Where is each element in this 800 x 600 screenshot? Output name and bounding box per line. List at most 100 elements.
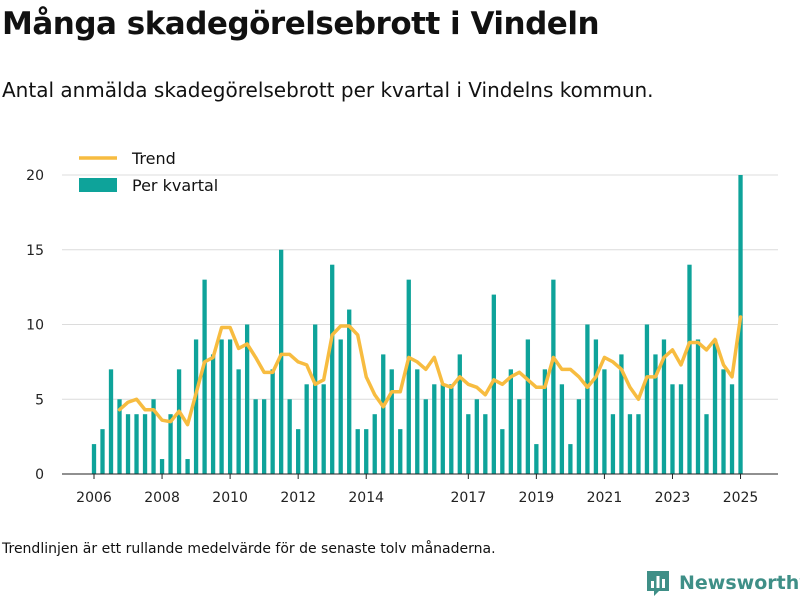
bar — [355, 429, 360, 474]
bar — [636, 414, 641, 474]
legend-bar-label: Per kvartal — [132, 176, 218, 195]
legend: Trend Per kvartal — [79, 149, 218, 195]
chart-subtitle: Antal anmälda skadegörelsebrott per kvar… — [2, 78, 654, 102]
bar — [261, 399, 267, 474]
bar — [517, 399, 522, 474]
bar — [525, 339, 531, 474]
bar — [236, 369, 241, 474]
bar — [542, 369, 548, 474]
bar — [670, 384, 675, 474]
bar — [602, 369, 607, 474]
bar — [585, 324, 590, 474]
y-tick-label: 10 — [26, 318, 44, 334]
bar — [330, 264, 335, 474]
bar — [313, 324, 318, 474]
bar — [151, 399, 156, 474]
bar — [176, 369, 182, 474]
bar — [712, 339, 718, 474]
bar — [321, 384, 326, 474]
bar — [449, 384, 454, 474]
x-tick-label: 2023 — [655, 490, 691, 506]
bar-chart-logo-icon — [647, 571, 669, 596]
x-tick-label: 2014 — [348, 490, 384, 506]
bar — [653, 354, 658, 474]
bar — [168, 414, 173, 474]
bar — [100, 429, 105, 474]
x-tick-label: 2025 — [723, 490, 759, 506]
bar — [227, 339, 233, 474]
bar — [389, 369, 394, 474]
bar — [108, 369, 114, 474]
bar — [627, 414, 633, 474]
bar — [159, 459, 165, 474]
bar — [193, 339, 199, 474]
bar — [253, 399, 258, 474]
x-tick-label: 2021 — [587, 490, 623, 506]
chart-title: Många skadegörelsebrott i Vindeln — [2, 6, 600, 42]
bar — [559, 384, 565, 474]
bar — [500, 429, 505, 474]
bar-series — [91, 175, 743, 474]
bar — [432, 384, 437, 474]
bar — [678, 384, 684, 474]
bar — [415, 369, 420, 474]
bar — [372, 414, 377, 474]
bar — [568, 444, 573, 474]
bar — [364, 429, 369, 474]
bar — [142, 414, 148, 474]
legend-trend-label: Trend — [131, 149, 176, 168]
bar — [474, 399, 479, 474]
bar — [125, 414, 131, 474]
bar — [296, 429, 301, 474]
bar — [338, 339, 343, 474]
bar — [466, 414, 471, 474]
bar — [491, 294, 496, 474]
newsworthy-logo: Newsworthy — [645, 569, 800, 597]
bar — [202, 279, 207, 474]
bar — [287, 399, 292, 474]
x-tick-label: 2019 — [519, 490, 555, 506]
grid-lines — [62, 174, 778, 400]
bar — [729, 384, 735, 474]
bar — [644, 324, 650, 474]
x-tick-label: 2012 — [280, 490, 316, 506]
axes: 0 5 10 15 20 2006 2008 2010 2012 2014 2017 2019 2021… — [26, 168, 778, 506]
bar — [91, 444, 97, 474]
footnote: Trendlinjen är ett rullande medelvärde f… — [2, 541, 496, 557]
bar — [304, 384, 309, 474]
bar — [508, 369, 513, 474]
y-tick-label: 15 — [26, 243, 44, 259]
bar — [661, 339, 667, 474]
bar — [406, 279, 411, 474]
bar — [347, 309, 352, 474]
y-tick-label: 0 — [35, 467, 44, 483]
bar — [610, 414, 616, 474]
bar — [721, 369, 726, 474]
x-tick-label: 2010 — [212, 490, 248, 506]
bar — [381, 354, 386, 474]
y-tick-label: 5 — [35, 392, 44, 408]
bar — [244, 324, 250, 474]
bar — [457, 354, 462, 474]
x-tick-label: 2006 — [76, 490, 112, 506]
bar-chart: 0 5 10 15 20 2006 2008 2010 2012 2014 2017 2019 2021… — [26, 149, 778, 506]
trend-series — [117, 315, 743, 427]
brand-name: Newsworthy — [679, 572, 800, 594]
bar — [593, 339, 599, 474]
bar — [619, 354, 624, 474]
trend-line — [117, 315, 743, 427]
bar — [440, 384, 445, 474]
bar — [704, 414, 709, 474]
x-tick-label: 2008 — [144, 490, 180, 506]
bar — [270, 369, 275, 474]
y-tick-label: 20 — [26, 168, 44, 184]
bar — [695, 339, 701, 474]
bar — [185, 459, 190, 474]
bar — [279, 249, 284, 474]
legend-bar-swatch — [79, 178, 117, 192]
bar — [398, 429, 403, 474]
bar — [687, 264, 692, 474]
bar — [551, 279, 556, 474]
bar — [134, 414, 139, 474]
bar — [219, 339, 224, 474]
